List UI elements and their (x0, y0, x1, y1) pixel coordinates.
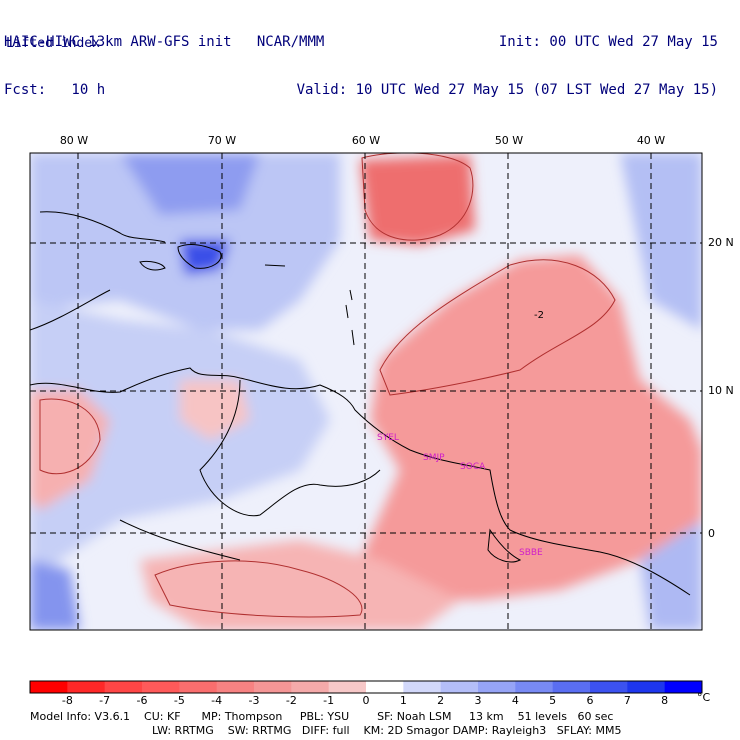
station-label-sbbe: SBBE (519, 548, 543, 558)
colorbar-tick-label: -7 (99, 694, 111, 707)
colorbar-tick-label: -6 (136, 694, 148, 707)
contour-colombia (39, 398, 101, 475)
colorbar (29, 680, 703, 694)
model-title: HAIC-HIWC 13km ARW-GFS init (4, 34, 232, 50)
header-left: HAIC-HIWC 13km ARW-GFS init NCAR/MMM Fcs… (4, 2, 324, 114)
model-title-line: HAIC-HIWC 13km ARW-GFS init NCAR/MMM (4, 34, 324, 50)
colorbar-tick-label: -5 (173, 694, 185, 707)
lon-label-70w: 70 W (207, 134, 237, 147)
field-name: Lifted index (6, 36, 100, 51)
coastline-cuba (39, 211, 166, 243)
colorbar-swatch (328, 681, 367, 693)
positive-area-south-america-west (30, 300, 330, 600)
map-frame (29, 152, 703, 631)
colorbar-swatch (30, 681, 68, 693)
coastlines (30, 211, 691, 596)
init-time: Init: 00 UTC Wed 27 May 15 (498, 34, 718, 50)
coastline-jamaica (139, 260, 166, 271)
colorbar-unit: °C (697, 691, 711, 704)
colorbar-swatch (664, 681, 703, 693)
colorbar-swatch (216, 681, 255, 693)
contour-label: -2 (534, 310, 544, 321)
colorbar-tick-label: 6 (586, 694, 594, 707)
colorbar-tick-label: 8 (661, 694, 669, 707)
header-right: Init: 00 UTC Wed 27 May 15 Valid: 10 UTC… (297, 2, 718, 114)
colorbar-swatch (403, 681, 442, 693)
colorbar-swatch (254, 681, 292, 693)
colorbar-swatch (440, 681, 479, 693)
colorbar-tick-label: 2 (437, 694, 445, 707)
lon-label-60w: 60 W (351, 134, 381, 147)
contour-atlantic (379, 259, 616, 396)
valid-time: Valid: 10 UTC Wed 27 May 15 (07 LST Wed … (296, 82, 718, 98)
colorbar-swatch (104, 681, 143, 693)
colorbar-swatch (515, 681, 554, 693)
colorbar-tick-label: -2 (285, 694, 297, 707)
lon-label-50w: 50 W (494, 134, 524, 147)
coastline-hispaniola (177, 244, 222, 269)
colorbar-swatch (366, 681, 404, 693)
shading-layer (30, 153, 702, 630)
coastline-lesser-antilles (345, 289, 355, 346)
station-label-syel: SYEL (377, 433, 399, 443)
colorbar-tick-label: 5 (549, 694, 557, 707)
station-label-smjp: SMJP (423, 453, 445, 463)
lat-label-10n: 10 N (708, 384, 734, 397)
institution: NCAR/MMM (256, 34, 325, 50)
positive-area-pacific (30, 560, 80, 630)
forecast-hour: Fcst: 10 h (4, 82, 106, 98)
colorbar-tick-label: -8 (61, 694, 73, 707)
lat-label-0: 0 (708, 527, 715, 540)
colorbar-swatch (478, 681, 516, 693)
colorbar-swatch (627, 681, 666, 693)
colorbar-swatch (179, 681, 218, 693)
negative-area-atlantic (360, 255, 702, 600)
border-colombia-brazil (119, 519, 241, 561)
colorbar-swatch (142, 681, 180, 693)
graticule (30, 153, 702, 630)
lon-label-40w: 40 W (636, 134, 666, 147)
lat-label-20n: 20 N (708, 236, 734, 249)
colorbar-tick-label: -1 (323, 694, 335, 707)
negative-area-amazon (140, 540, 460, 630)
colorbar-tick-label: -4 (211, 694, 223, 707)
colorbar-frame (29, 680, 703, 694)
lon-label-80w: 80 W (59, 134, 89, 147)
coastline-puerto-rico (264, 264, 286, 267)
colorbar-tick-label: 3 (474, 694, 482, 707)
negative-area-venezuela (180, 380, 250, 440)
colorbar-swatch (67, 681, 106, 693)
positive-area-southeast (640, 520, 702, 630)
border-venezuela (199, 379, 381, 517)
colorbar-tick-label: 4 (511, 694, 519, 707)
model-info-line-2: LW: RRTMG SW: RRTMG DIFF: full KM: 2D Sm… (152, 724, 622, 737)
lifted-index-field: -2 SYEL SMJP SOCA SBBE (30, 153, 702, 630)
station-label-soca: SOCA (460, 462, 486, 472)
colorbar-swatch (552, 681, 591, 693)
colorbar-swatch (291, 681, 330, 693)
colorbar-swatch (590, 681, 628, 693)
positive-area-north (120, 153, 260, 215)
colorbar-tick-label: 1 (399, 694, 407, 707)
colorbar-tick-label: -3 (248, 694, 260, 707)
negative-area-colombia (30, 390, 110, 510)
model-info-line-1: Model Info: V3.6.1 CU: KF MP: Thompson P… (30, 710, 614, 723)
coastline-south-america (30, 367, 691, 596)
positive-area-northeast (620, 153, 702, 330)
contour-lines (39, 153, 616, 618)
coastline-marajo (487, 528, 522, 563)
colorbar-tick-label: 7 (623, 694, 631, 707)
contour-amazon (154, 560, 363, 618)
coastline-central-america (30, 289, 111, 331)
colorbar-tick-label: 0 (362, 694, 370, 707)
negative-area-north (360, 155, 475, 245)
